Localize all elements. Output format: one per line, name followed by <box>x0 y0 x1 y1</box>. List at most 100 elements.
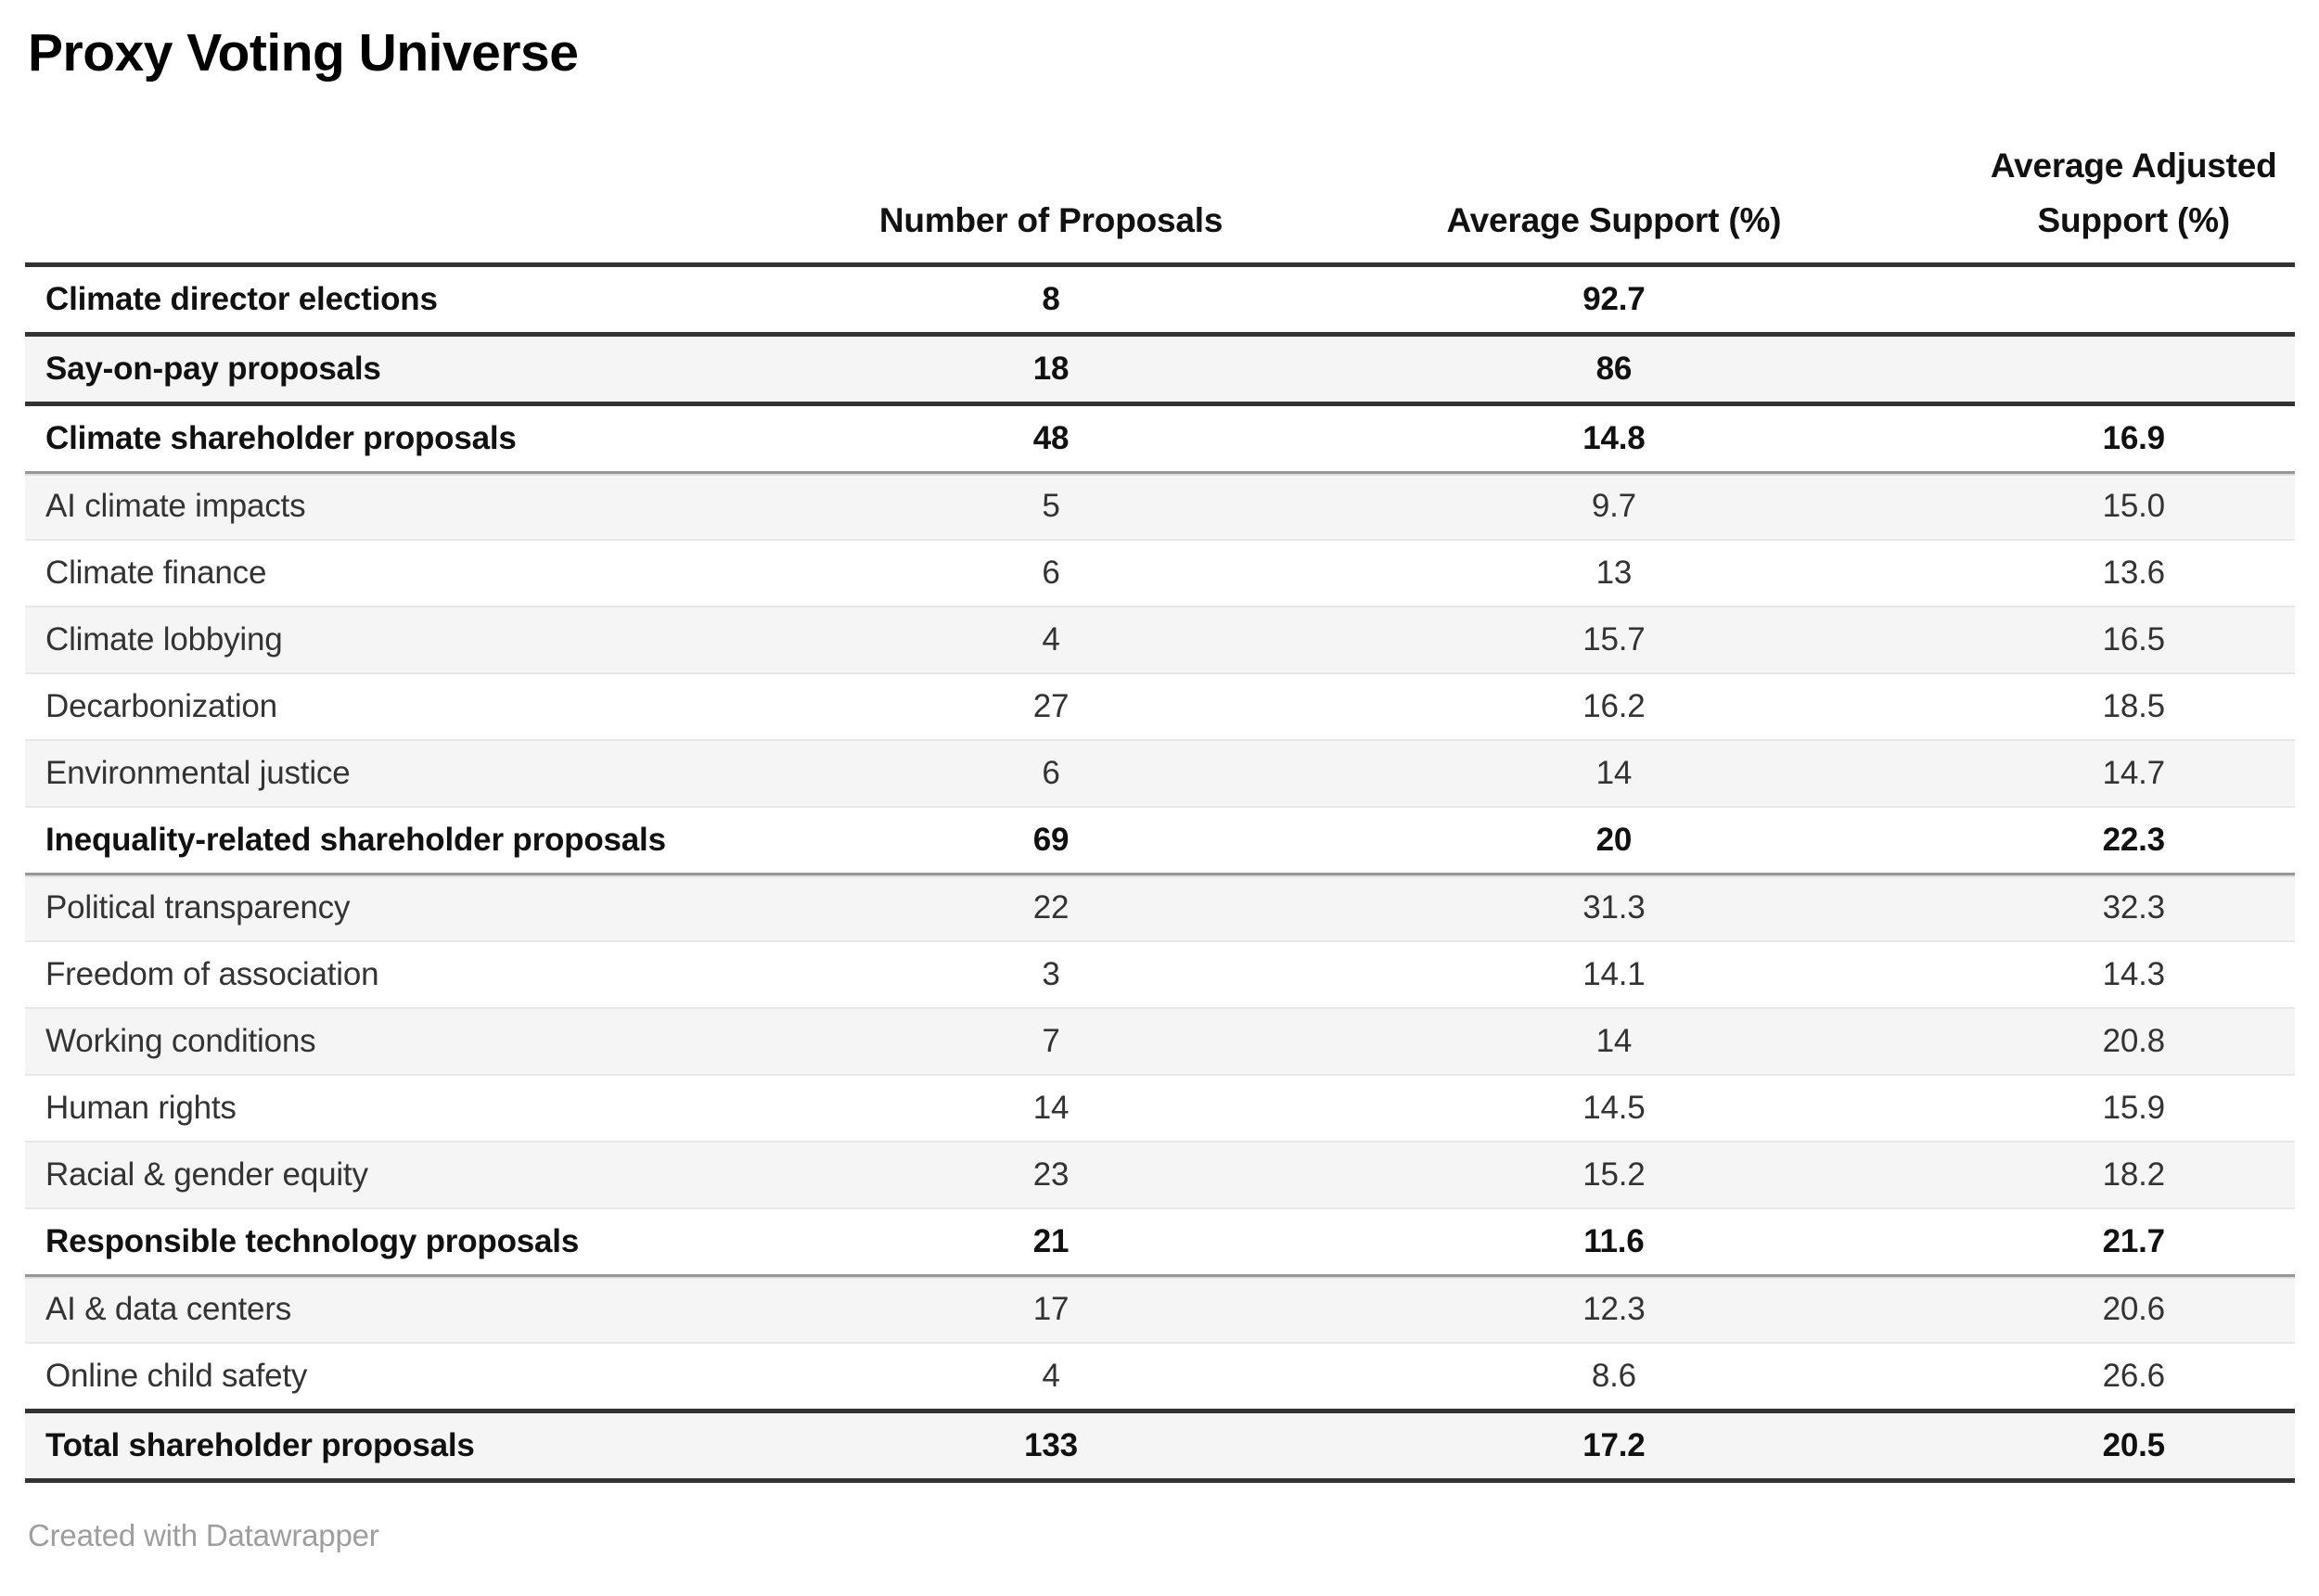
adjusted-support-cell: 20.5 <box>1972 1408 2295 1483</box>
row-label-cell: Political transparency <box>25 872 847 941</box>
row-label-cell: AI climate impacts <box>25 470 847 540</box>
table-row: Climate director elections 8 92.7 <box>25 264 2295 334</box>
row-label-cell: Online child safety <box>25 1341 847 1411</box>
row-label-cell: Climate director elections <box>45 280 438 317</box>
support-cell: 9.7 <box>1255 470 1973 540</box>
proposals-cell: 7 <box>846 1006 1256 1075</box>
table-row: Online child safety 4 8.6 26.6 <box>25 1341 2295 1411</box>
support-cell: 8.6 <box>1255 1341 1973 1411</box>
row-label-cell: Racial & gender equity <box>25 1140 847 1208</box>
row-label-cell: Freedom of association <box>25 939 847 1008</box>
adjusted-support-cell: 15.9 <box>1972 1073 2295 1142</box>
adjusted-support-cell: 20.6 <box>1972 1273 2295 1343</box>
adjusted-support-cell: 15.0 <box>1972 470 2295 540</box>
column-header-category <box>25 119 847 267</box>
table-row: AI climate impacts 5 9.7 15.0 <box>25 470 2295 540</box>
adjusted-support-cell: 32.3 <box>1972 872 2295 941</box>
adjusted-support-cell: 21.7 <box>1972 1207 2295 1276</box>
column-header-average-adjusted-support: Average Adjusted Support (%) <box>1972 119 2295 267</box>
support-cell: 17.2 <box>1255 1408 1973 1483</box>
page-title: Proxy Voting Universe <box>28 23 579 83</box>
table-row: Climate finance 6 13 13.6 <box>25 538 2295 606</box>
proposals-cell: 27 <box>846 671 1256 740</box>
proposals-cell: 6 <box>846 538 1256 606</box>
support-cell: 12.3 <box>1255 1273 1973 1343</box>
table-row: Decarbonization 27 16.2 18.5 <box>25 671 2295 740</box>
table-row: Political transparency 22 31.3 32.3 <box>25 872 2295 941</box>
table-row: Human rights 14 14.5 15.9 <box>25 1073 2295 1142</box>
support-cell: 15.7 <box>1255 605 1973 673</box>
support-cell: 14 <box>1255 738 1973 807</box>
proposals-cell: 69 <box>846 805 1256 875</box>
column-header-number-of-proposals: Number of Proposals <box>846 119 1256 267</box>
row-label-cell: Decarbonization <box>25 671 847 740</box>
row-label-cell: Working conditions <box>25 1006 847 1075</box>
support-cell: 14.1 <box>1255 939 1973 1008</box>
support-cell: 11.6 <box>1255 1207 1973 1276</box>
proxy-voting-table: Number of Proposals Average Support (%) … <box>25 119 2295 1483</box>
proposals-cell: 4 <box>846 1341 1256 1411</box>
support-cell: 14.8 <box>1255 401 1973 473</box>
proposals-cell: 14 <box>846 1073 1256 1142</box>
proposals-cell: 133 <box>846 1408 1256 1483</box>
row-label-cell: Climate shareholder proposals <box>25 401 847 473</box>
proposals-cell: 3 <box>846 939 1256 1008</box>
adjusted-support-cell: 22.3 <box>1972 805 2295 875</box>
table-body: Climate director elections 8 92.7 Say-on-pa… <box>25 264 2295 1483</box>
proposals-cell: 21 <box>846 1207 1256 1276</box>
proposals-cell: 4 <box>846 605 1256 673</box>
support-cell: 20 <box>1255 805 1973 875</box>
support-cell: 14 <box>1255 1006 1973 1075</box>
table-row: Environmental justice 6 14 14.7 <box>25 738 2295 807</box>
support-cell: 92.7 <box>1582 280 1646 317</box>
support-cell: 15.2 <box>1255 1140 1973 1208</box>
table-row: Total shareholder proposals 133 17.2 20.5 <box>25 1408 2295 1483</box>
row-label-cell: Inequality-related shareholder proposals <box>25 805 847 875</box>
table-row: AI & data centers 17 12.3 20.6 <box>25 1273 2295 1343</box>
table-row: Say-on-pay proposals 18 86 <box>25 331 2295 404</box>
support-cell: 14.5 <box>1255 1073 1973 1142</box>
adjusted-support-cell: 26.6 <box>1972 1341 2295 1411</box>
proposals-cell: 23 <box>846 1140 1256 1208</box>
proposals-cell: 48 <box>846 401 1256 473</box>
row-label-cell: Climate finance <box>25 538 847 606</box>
table-row: Working conditions 7 14 20.8 <box>25 1006 2295 1075</box>
adjusted-support-cell: 20.8 <box>1972 1006 2295 1075</box>
row-label-cell: Climate lobbying <box>25 605 847 673</box>
support-cell: 13 <box>1255 538 1973 606</box>
support-cell: 16.2 <box>1255 671 1973 740</box>
row-label-cell: Total shareholder proposals <box>25 1408 847 1483</box>
support-cell: 86 <box>1255 331 1973 404</box>
table-row: Climate shareholder proposals 48 14.8 16.9 <box>25 401 2295 473</box>
table-header: Number of Proposals Average Support (%) … <box>25 119 2295 267</box>
row-label-cell: Responsible technology proposals <box>25 1207 847 1276</box>
adjusted-support-cell <box>1972 331 2295 404</box>
row-label-cell: Human rights <box>25 1073 847 1142</box>
row-label-cell: Environmental justice <box>25 738 847 807</box>
support-cell: 31.3 <box>1255 872 1973 941</box>
table-header-row: Number of Proposals Average Support (%) … <box>25 119 2295 267</box>
adjusted-support-cell: 14.7 <box>1972 738 2295 807</box>
adjusted-support-cell: 18.2 <box>1972 1140 2295 1208</box>
proposals-cell: 5 <box>846 470 1256 540</box>
row-label-cell: AI & data centers <box>25 1273 847 1343</box>
table-row: Climate lobbying 4 15.7 16.5 <box>25 605 2295 673</box>
adjusted-support-cell <box>1973 264 2295 334</box>
table-row: Inequality-related shareholder proposals… <box>25 805 2295 875</box>
proposals-cell: 8 <box>1042 280 1060 317</box>
table-row: Racial & gender equity 23 15.2 18.2 <box>25 1140 2295 1208</box>
adjusted-support-cell: 18.5 <box>1972 671 2295 740</box>
column-header-average-support: Average Support (%) <box>1255 119 1973 267</box>
adjusted-support-cell: 16.5 <box>1972 605 2295 673</box>
table-row: Responsible technology proposals 21 11.6 21… <box>25 1207 2295 1276</box>
proposals-cell: 17 <box>846 1273 1256 1343</box>
adjusted-support-cell: 16.9 <box>1972 401 2295 473</box>
adjusted-support-cell: 14.3 <box>1972 939 2295 1008</box>
adjusted-support-cell: 13.6 <box>1972 538 2295 606</box>
datawrapper-credit-link[interactable]: Created with Datawrapper <box>28 1517 379 1552</box>
proposals-cell: 22 <box>846 872 1256 941</box>
proposals-cell: 6 <box>846 738 1256 807</box>
proposals-cell: 18 <box>846 331 1256 404</box>
table-row: Freedom of association 3 14.1 14.3 <box>25 939 2295 1008</box>
